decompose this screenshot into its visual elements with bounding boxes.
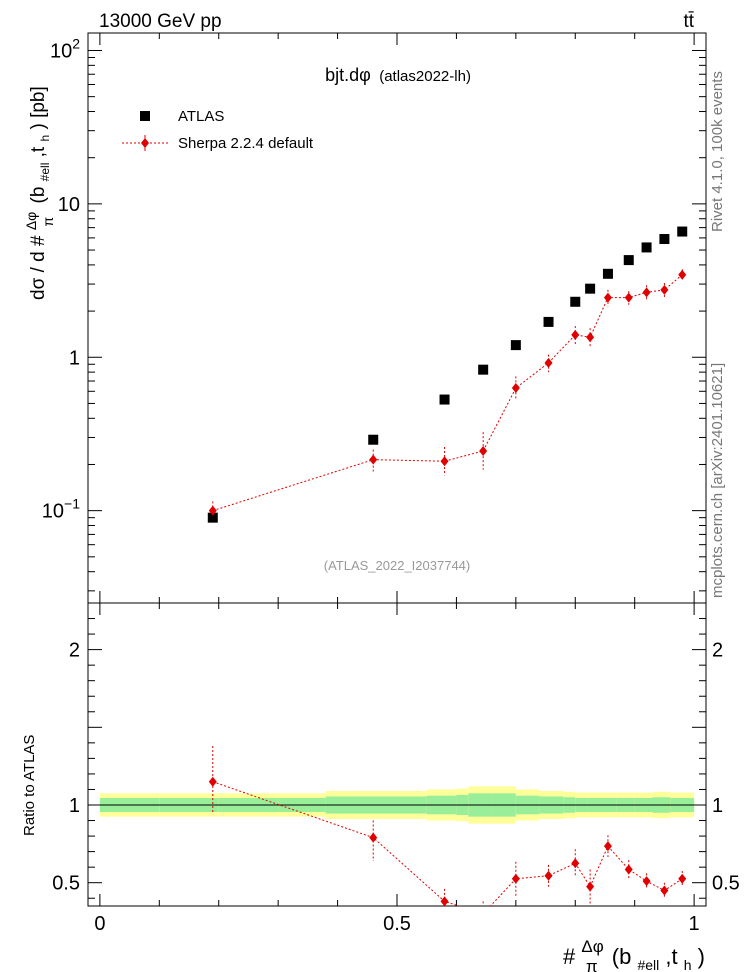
ratio-y-tick-label-left: 0.5 bbox=[52, 873, 80, 895]
ratio-sherpa-point bbox=[571, 858, 580, 869]
side-label-rivet: Rivet 4.1.0, 100k events bbox=[709, 71, 726, 232]
ratio-frame bbox=[87, 602, 707, 907]
atlas-point bbox=[602, 268, 613, 279]
side-label-mcplots: mcplots.cern.ch [arXiv:2401.10621] bbox=[709, 363, 726, 598]
ratio-sherpa-point bbox=[603, 841, 612, 852]
sherpa-point bbox=[571, 329, 580, 340]
main-y-axis-label: dσ / d # Δφ π (b #ell ,t h ) [pb] bbox=[20, 86, 58, 300]
main-y-tick-label: 1 bbox=[69, 347, 80, 369]
process-label: tt̄ bbox=[683, 11, 694, 32]
ratio-y-tick-label-left: 1 bbox=[69, 795, 80, 817]
plot-title: bjt.dφ (atlas2022-lh) bbox=[325, 65, 471, 85]
sherpa-point bbox=[369, 454, 378, 465]
legend-sherpa-label: Sherpa 2.2.4 default bbox=[178, 135, 314, 152]
sherpa-point bbox=[642, 287, 651, 298]
ratio-sherpa-point bbox=[208, 776, 217, 787]
ratio-y-tick-label-right: 0.5 bbox=[712, 873, 740, 895]
sherpa-point bbox=[511, 383, 520, 394]
atlas-point bbox=[585, 283, 596, 294]
sherpa-line bbox=[212, 274, 683, 512]
ratio-panel: 0 0.5 1 0.5 0.5 1 1 2 2 bbox=[52, 602, 740, 935]
ratio-y-tick-label-right: 2 bbox=[712, 640, 723, 662]
legend-atlas-marker bbox=[140, 111, 150, 121]
sherpa-point bbox=[603, 292, 612, 303]
sherpa-point bbox=[544, 357, 553, 368]
ratio-sherpa-point bbox=[544, 870, 553, 881]
atlas-point bbox=[439, 394, 450, 405]
x-tick-label: 1 bbox=[689, 913, 700, 935]
atlas-point bbox=[570, 296, 581, 307]
ratio-sherpa-point bbox=[660, 885, 669, 896]
atlas-point bbox=[368, 434, 379, 445]
ratio-sherpa-point bbox=[440, 896, 449, 906]
ratio-sherpa-point bbox=[369, 832, 378, 843]
main-y-tick-label: 102 bbox=[50, 35, 80, 62]
atlas-point bbox=[677, 226, 688, 237]
main-y-tick-label: 10−1 bbox=[42, 496, 80, 523]
ratio-y-tick-label-left: 2 bbox=[69, 640, 80, 662]
ratio-sherpa-point bbox=[479, 909, 487, 919]
x-tick-label: 0.5 bbox=[383, 913, 411, 935]
atlas-point bbox=[543, 316, 554, 327]
main-y-tick-label: 10 bbox=[58, 194, 80, 216]
ratio-y-tick-label-right: 1 bbox=[712, 795, 723, 817]
energy-label: 13000 GeV pp bbox=[99, 11, 222, 32]
sherpa-point bbox=[678, 269, 687, 280]
analysis-id: (ATLAS_2022_I2037744) bbox=[324, 558, 470, 573]
atlas-point bbox=[207, 512, 218, 523]
legend: ATLAS Sherpa 2.2.4 default bbox=[122, 108, 314, 152]
ratio-sherpa-point bbox=[624, 864, 633, 875]
ratio-sherpa-point bbox=[586, 881, 595, 892]
atlas-point bbox=[623, 255, 634, 266]
sherpa-point bbox=[440, 456, 449, 467]
ratio-sherpa-point bbox=[642, 876, 651, 887]
atlas-point bbox=[510, 340, 521, 351]
legend-sherpa-marker bbox=[141, 138, 149, 148]
atlas-point bbox=[659, 234, 670, 245]
legend-atlas-label: ATLAS bbox=[178, 108, 224, 125]
atlas-point bbox=[478, 364, 489, 375]
sherpa-point bbox=[660, 284, 669, 295]
sherpa-point bbox=[586, 332, 595, 343]
sherpa-point bbox=[208, 505, 217, 516]
ratio-data bbox=[208, 745, 687, 919]
x-tick-label: 0 bbox=[94, 913, 105, 935]
atlas-point bbox=[641, 242, 652, 253]
ratio-sherpa-point bbox=[678, 873, 687, 884]
sherpa-point bbox=[624, 292, 633, 303]
ratio-y-axis-label: Ratio to ATLAS bbox=[21, 735, 38, 836]
ratio-sherpa-point bbox=[511, 873, 520, 884]
sherpa-point bbox=[479, 445, 488, 456]
x-axis-label: # Δφ π (b #ell ,t h ) bbox=[563, 932, 705, 972]
